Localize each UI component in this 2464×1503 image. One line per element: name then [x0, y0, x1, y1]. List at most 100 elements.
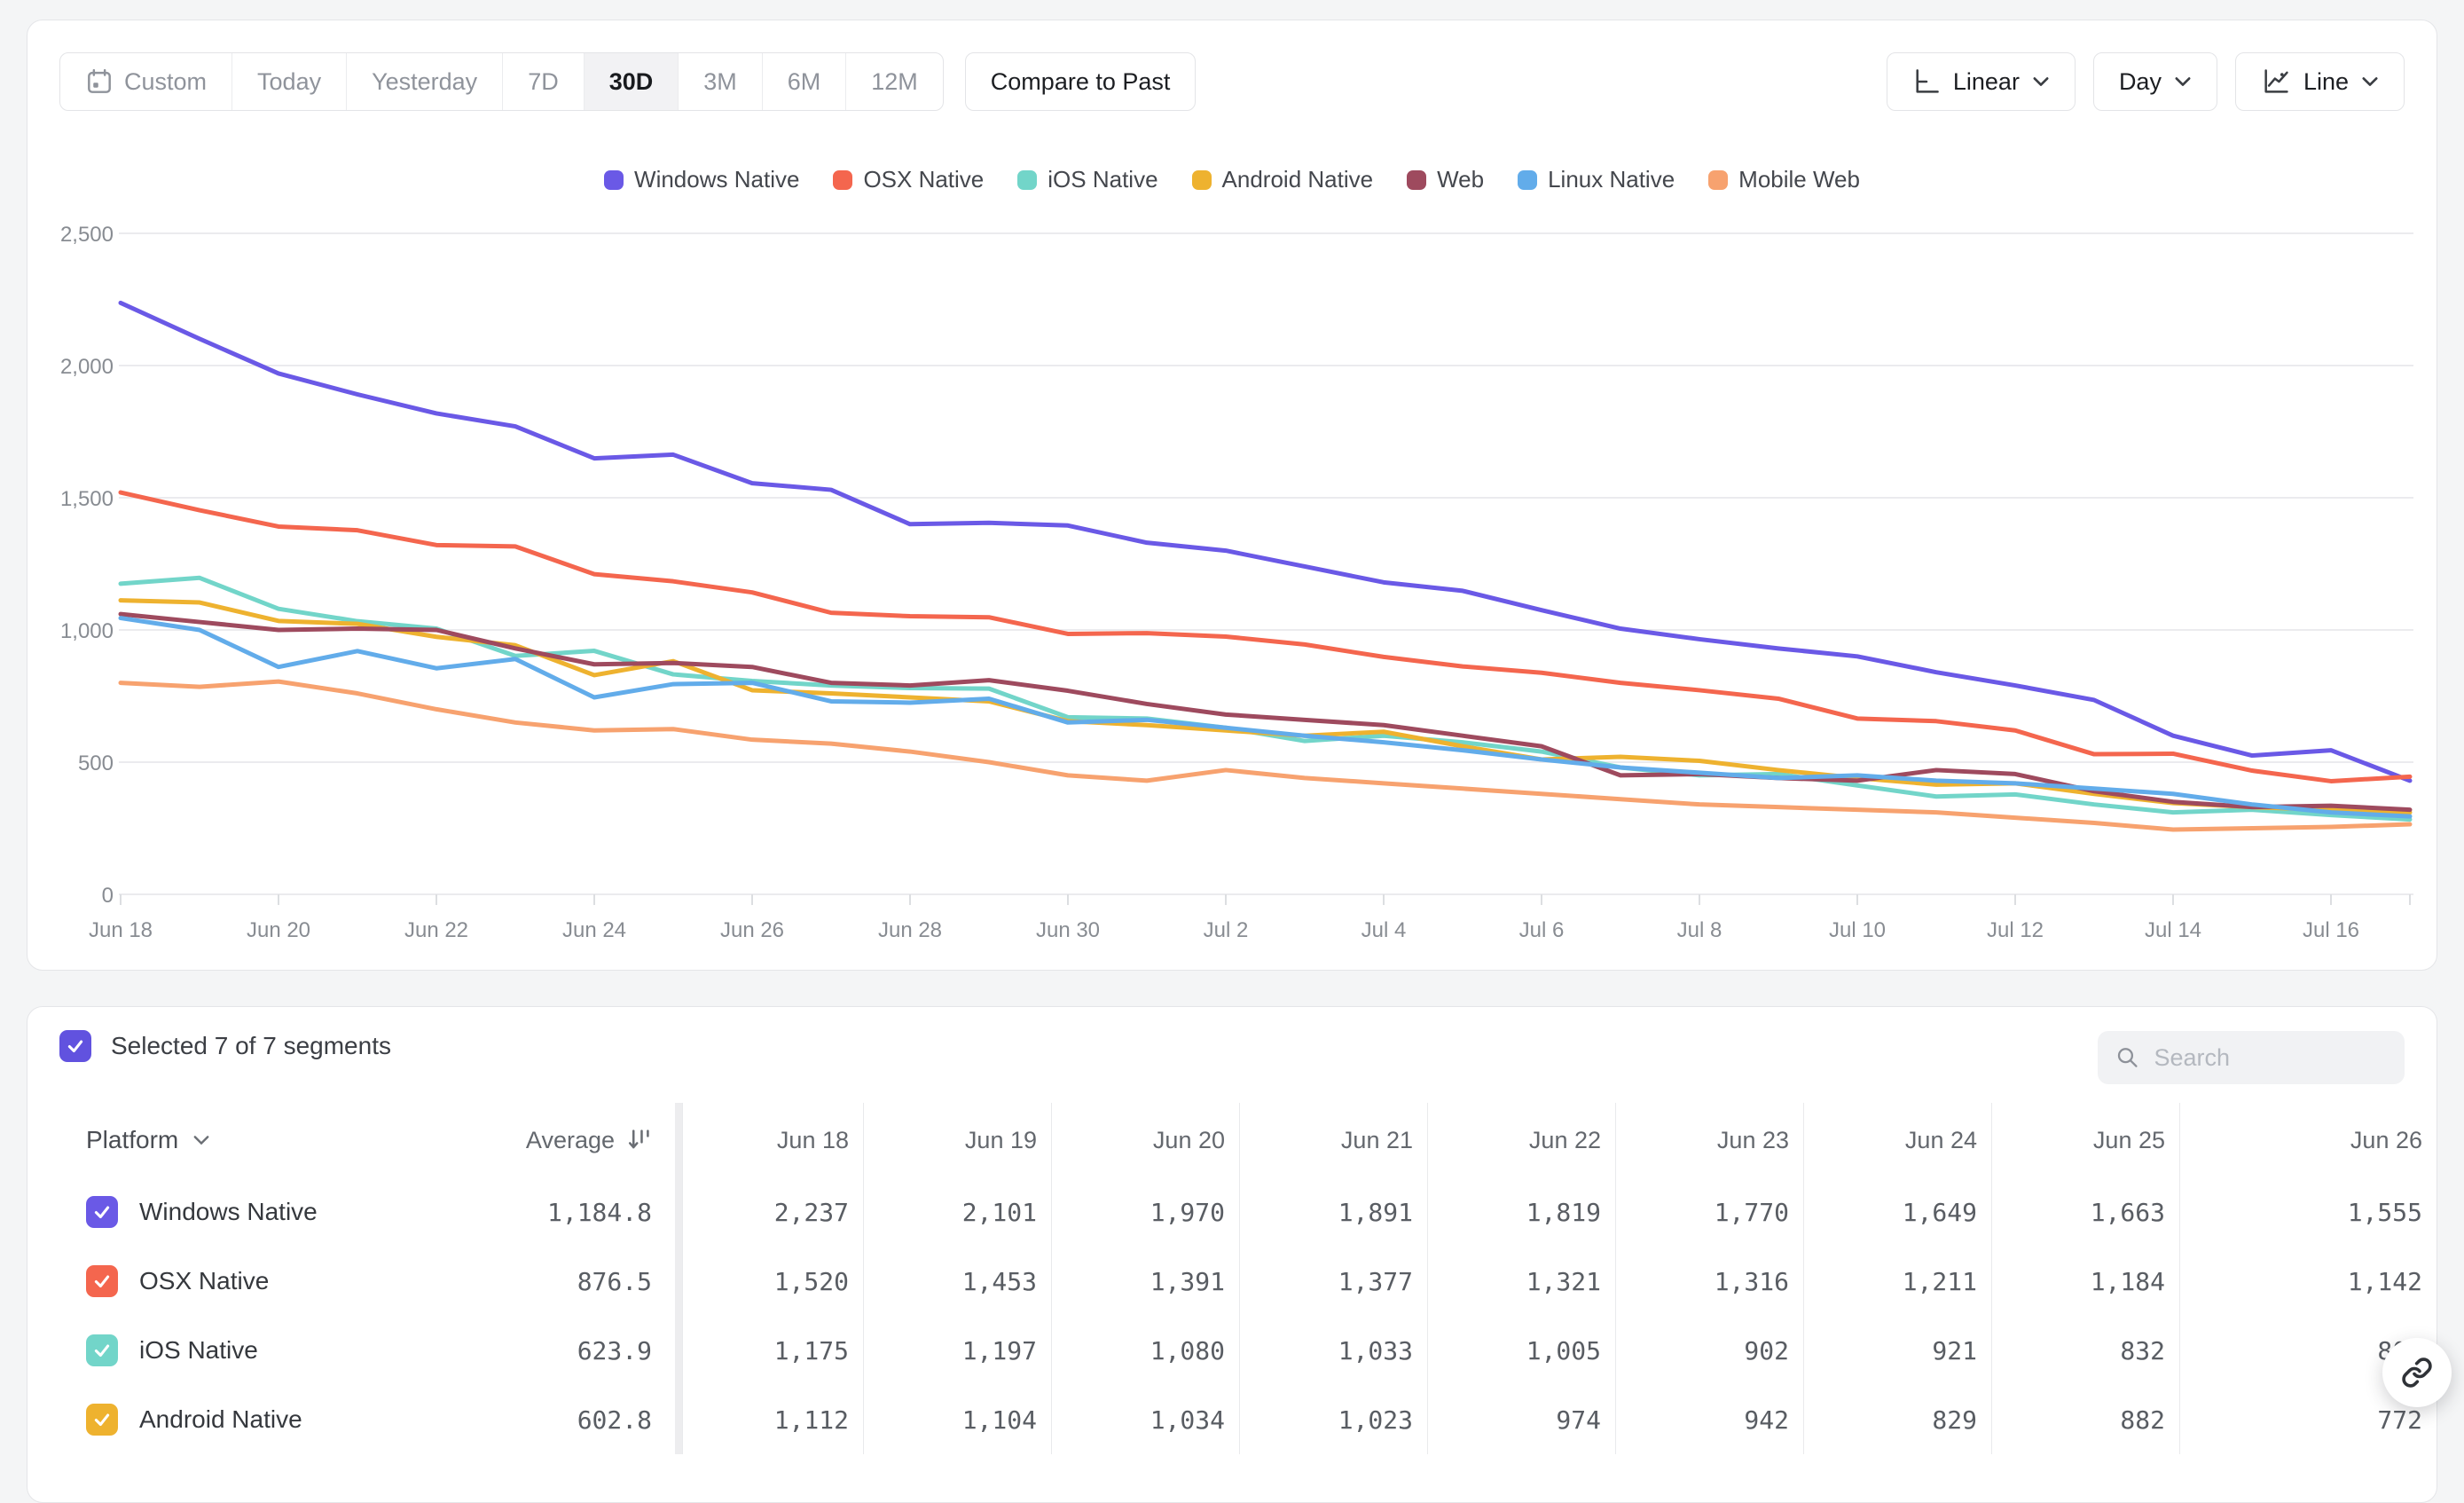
- segment-checkbox[interactable]: [86, 1196, 118, 1228]
- table-header-row: Platform Average Jun 18 Jun 19 Jun 20 Jun 2…: [63, 1103, 2437, 1177]
- date-header-jun-20[interactable]: Jun 20: [1051, 1103, 1239, 1177]
- range-30d[interactable]: 30D: [583, 53, 679, 110]
- calendar-icon: [88, 68, 111, 93]
- legend-item-android-native[interactable]: Android Native: [1191, 166, 1374, 193]
- value-cell: 1,104: [863, 1385, 1051, 1454]
- chevron-down-icon: [2033, 77, 2049, 86]
- platform-header[interactable]: Platform: [63, 1126, 471, 1154]
- date-header-jun-22[interactable]: Jun 22: [1427, 1103, 1615, 1177]
- date-range-selector: Custom Today Yesterday 7D 30D 3M 6M 12M: [59, 52, 944, 111]
- legend-item-osx-native[interactable]: OSX Native: [833, 166, 984, 193]
- segment-checkbox[interactable]: [86, 1265, 118, 1297]
- legend-item-ios-native[interactable]: iOS Native: [1017, 166, 1158, 193]
- range-3m[interactable]: 3M: [678, 53, 762, 110]
- segments-table-card: Selected 7 of 7 segments Platform Averag…: [27, 1006, 2437, 1503]
- svg-text:Jul 10: Jul 10: [1829, 918, 1886, 942]
- interval-dropdown[interactable]: Day: [2092, 52, 2217, 111]
- value-cell: 1,770: [1615, 1177, 1803, 1247]
- svg-text:2,000: 2,000: [60, 355, 114, 379]
- value-cell: 1,555: [2179, 1177, 2437, 1247]
- legend-label: Windows Native: [634, 166, 800, 193]
- segment-label: Android Native: [139, 1405, 302, 1433]
- value-cell: 1,112: [682, 1385, 863, 1454]
- average-value: 623.9: [577, 1335, 652, 1365]
- column-divider-band: [675, 1177, 682, 1247]
- interval-label: Day: [2118, 67, 2162, 95]
- check-icon: [67, 1040, 83, 1053]
- date-header-jun-25[interactable]: Jun 25: [1991, 1103, 2179, 1177]
- legend-swatch: [1708, 169, 1729, 190]
- legend-item-mobile-web[interactable]: Mobile Web: [1708, 166, 1860, 193]
- svg-text:Jun 26: Jun 26: [720, 918, 784, 942]
- series-line-windows-native: [118, 300, 2413, 783]
- line-chart-icon: [2264, 69, 2288, 93]
- date-header-jun-19[interactable]: Jun 19: [863, 1103, 1051, 1177]
- segments-table: Platform Average Jun 18 Jun 19 Jun 20 Jun 2…: [63, 1103, 2437, 1454]
- range-label: Custom: [124, 67, 208, 95]
- scale-dropdown[interactable]: Linear: [1886, 52, 2076, 111]
- chevron-down-icon: [2362, 77, 2378, 86]
- svg-text:Jun 24: Jun 24: [562, 918, 626, 942]
- search-input[interactable]: [2154, 1043, 2387, 1072]
- range-label: 3M: [703, 67, 737, 95]
- legend-swatch: [1191, 169, 1212, 190]
- search-icon: [2117, 1048, 2138, 1067]
- value-cell: 1,663: [1991, 1177, 2179, 1247]
- chart-legend: Windows Native OSX Native iOS Native Androi…: [27, 166, 2437, 193]
- svg-text:Jul 4: Jul 4: [1361, 918, 1407, 942]
- legend-item-linux-native[interactable]: Linux Native: [1518, 166, 1675, 193]
- share-link-button[interactable]: [2382, 1338, 2452, 1407]
- range-label: Today: [257, 67, 322, 95]
- platform-cell: iOS Native: [63, 1334, 471, 1366]
- chart-type-dropdown[interactable]: Line: [2234, 52, 2405, 111]
- value-cell: 1,175: [682, 1316, 863, 1385]
- range-7d[interactable]: 7D: [502, 53, 584, 110]
- legend-label: Web: [1437, 166, 1485, 193]
- date-header-jun-21[interactable]: Jun 21: [1239, 1103, 1427, 1177]
- average-value: 876.5: [577, 1266, 652, 1296]
- value-cell: 942: [1615, 1385, 1803, 1454]
- legend-label: Linux Native: [1548, 166, 1675, 193]
- segment-checkbox[interactable]: [86, 1334, 118, 1366]
- value-cell: 2,237: [682, 1177, 863, 1247]
- platform-cell: Android Native: [63, 1404, 471, 1436]
- range-label: 6M: [787, 67, 821, 95]
- svg-text:1,500: 1,500: [60, 487, 114, 511]
- range-6m[interactable]: 6M: [761, 53, 846, 110]
- value-cell: 1,197: [863, 1316, 1051, 1385]
- svg-text:Jul 6: Jul 6: [1519, 918, 1565, 942]
- value-cell: 1,377: [1239, 1247, 1427, 1316]
- legend-item-windows-native[interactable]: Windows Native: [604, 166, 799, 193]
- date-header-jun-23[interactable]: Jun 23: [1615, 1103, 1803, 1177]
- value-cell: 1,321: [1427, 1247, 1615, 1316]
- legend-label: Android Native: [1221, 166, 1374, 193]
- average-value: 1,184.8: [546, 1197, 652, 1227]
- compare-to-past-button[interactable]: Compare to Past: [964, 52, 1197, 111]
- column-divider-band: [675, 1103, 682, 1177]
- date-header-jun-18[interactable]: Jun 18: [682, 1103, 863, 1177]
- segment-checkbox[interactable]: [86, 1404, 118, 1436]
- svg-text:Jul 8: Jul 8: [1677, 918, 1722, 942]
- series-line-linux-native: [118, 616, 2413, 819]
- value-cell: 1,453: [863, 1247, 1051, 1316]
- select-all-checkbox[interactable]: [59, 1030, 91, 1062]
- average-header[interactable]: Average: [471, 1127, 675, 1154]
- column-divider-band: [675, 1385, 682, 1454]
- legend-item-web[interactable]: Web: [1407, 166, 1484, 193]
- range-yesterday[interactable]: Yesterday: [346, 53, 502, 110]
- date-header-jun-26[interactable]: Jun 26: [2179, 1103, 2437, 1177]
- value-cell: 1,391: [1051, 1247, 1239, 1316]
- value-cell: 902: [1615, 1316, 1803, 1385]
- range-label: 30D: [608, 67, 654, 95]
- check-icon: [94, 1413, 110, 1427]
- range-today[interactable]: Today: [231, 53, 346, 110]
- line-chart[interactable]: 0 500 1,000 1,500 2,000 2,500 Jun 18 Jun 20 Jun …: [27, 209, 2438, 945]
- range-custom[interactable]: Custom: [60, 53, 231, 110]
- date-header-jun-24[interactable]: Jun 24: [1803, 1103, 1991, 1177]
- svg-text:Jul 2: Jul 2: [1204, 918, 1249, 942]
- svg-text:Jun 28: Jun 28: [878, 918, 942, 942]
- range-12m[interactable]: 12M: [845, 53, 943, 110]
- value-cell: 1,520: [682, 1247, 863, 1316]
- range-label: 12M: [871, 67, 918, 95]
- value-cell: 1,891: [1239, 1177, 1427, 1247]
